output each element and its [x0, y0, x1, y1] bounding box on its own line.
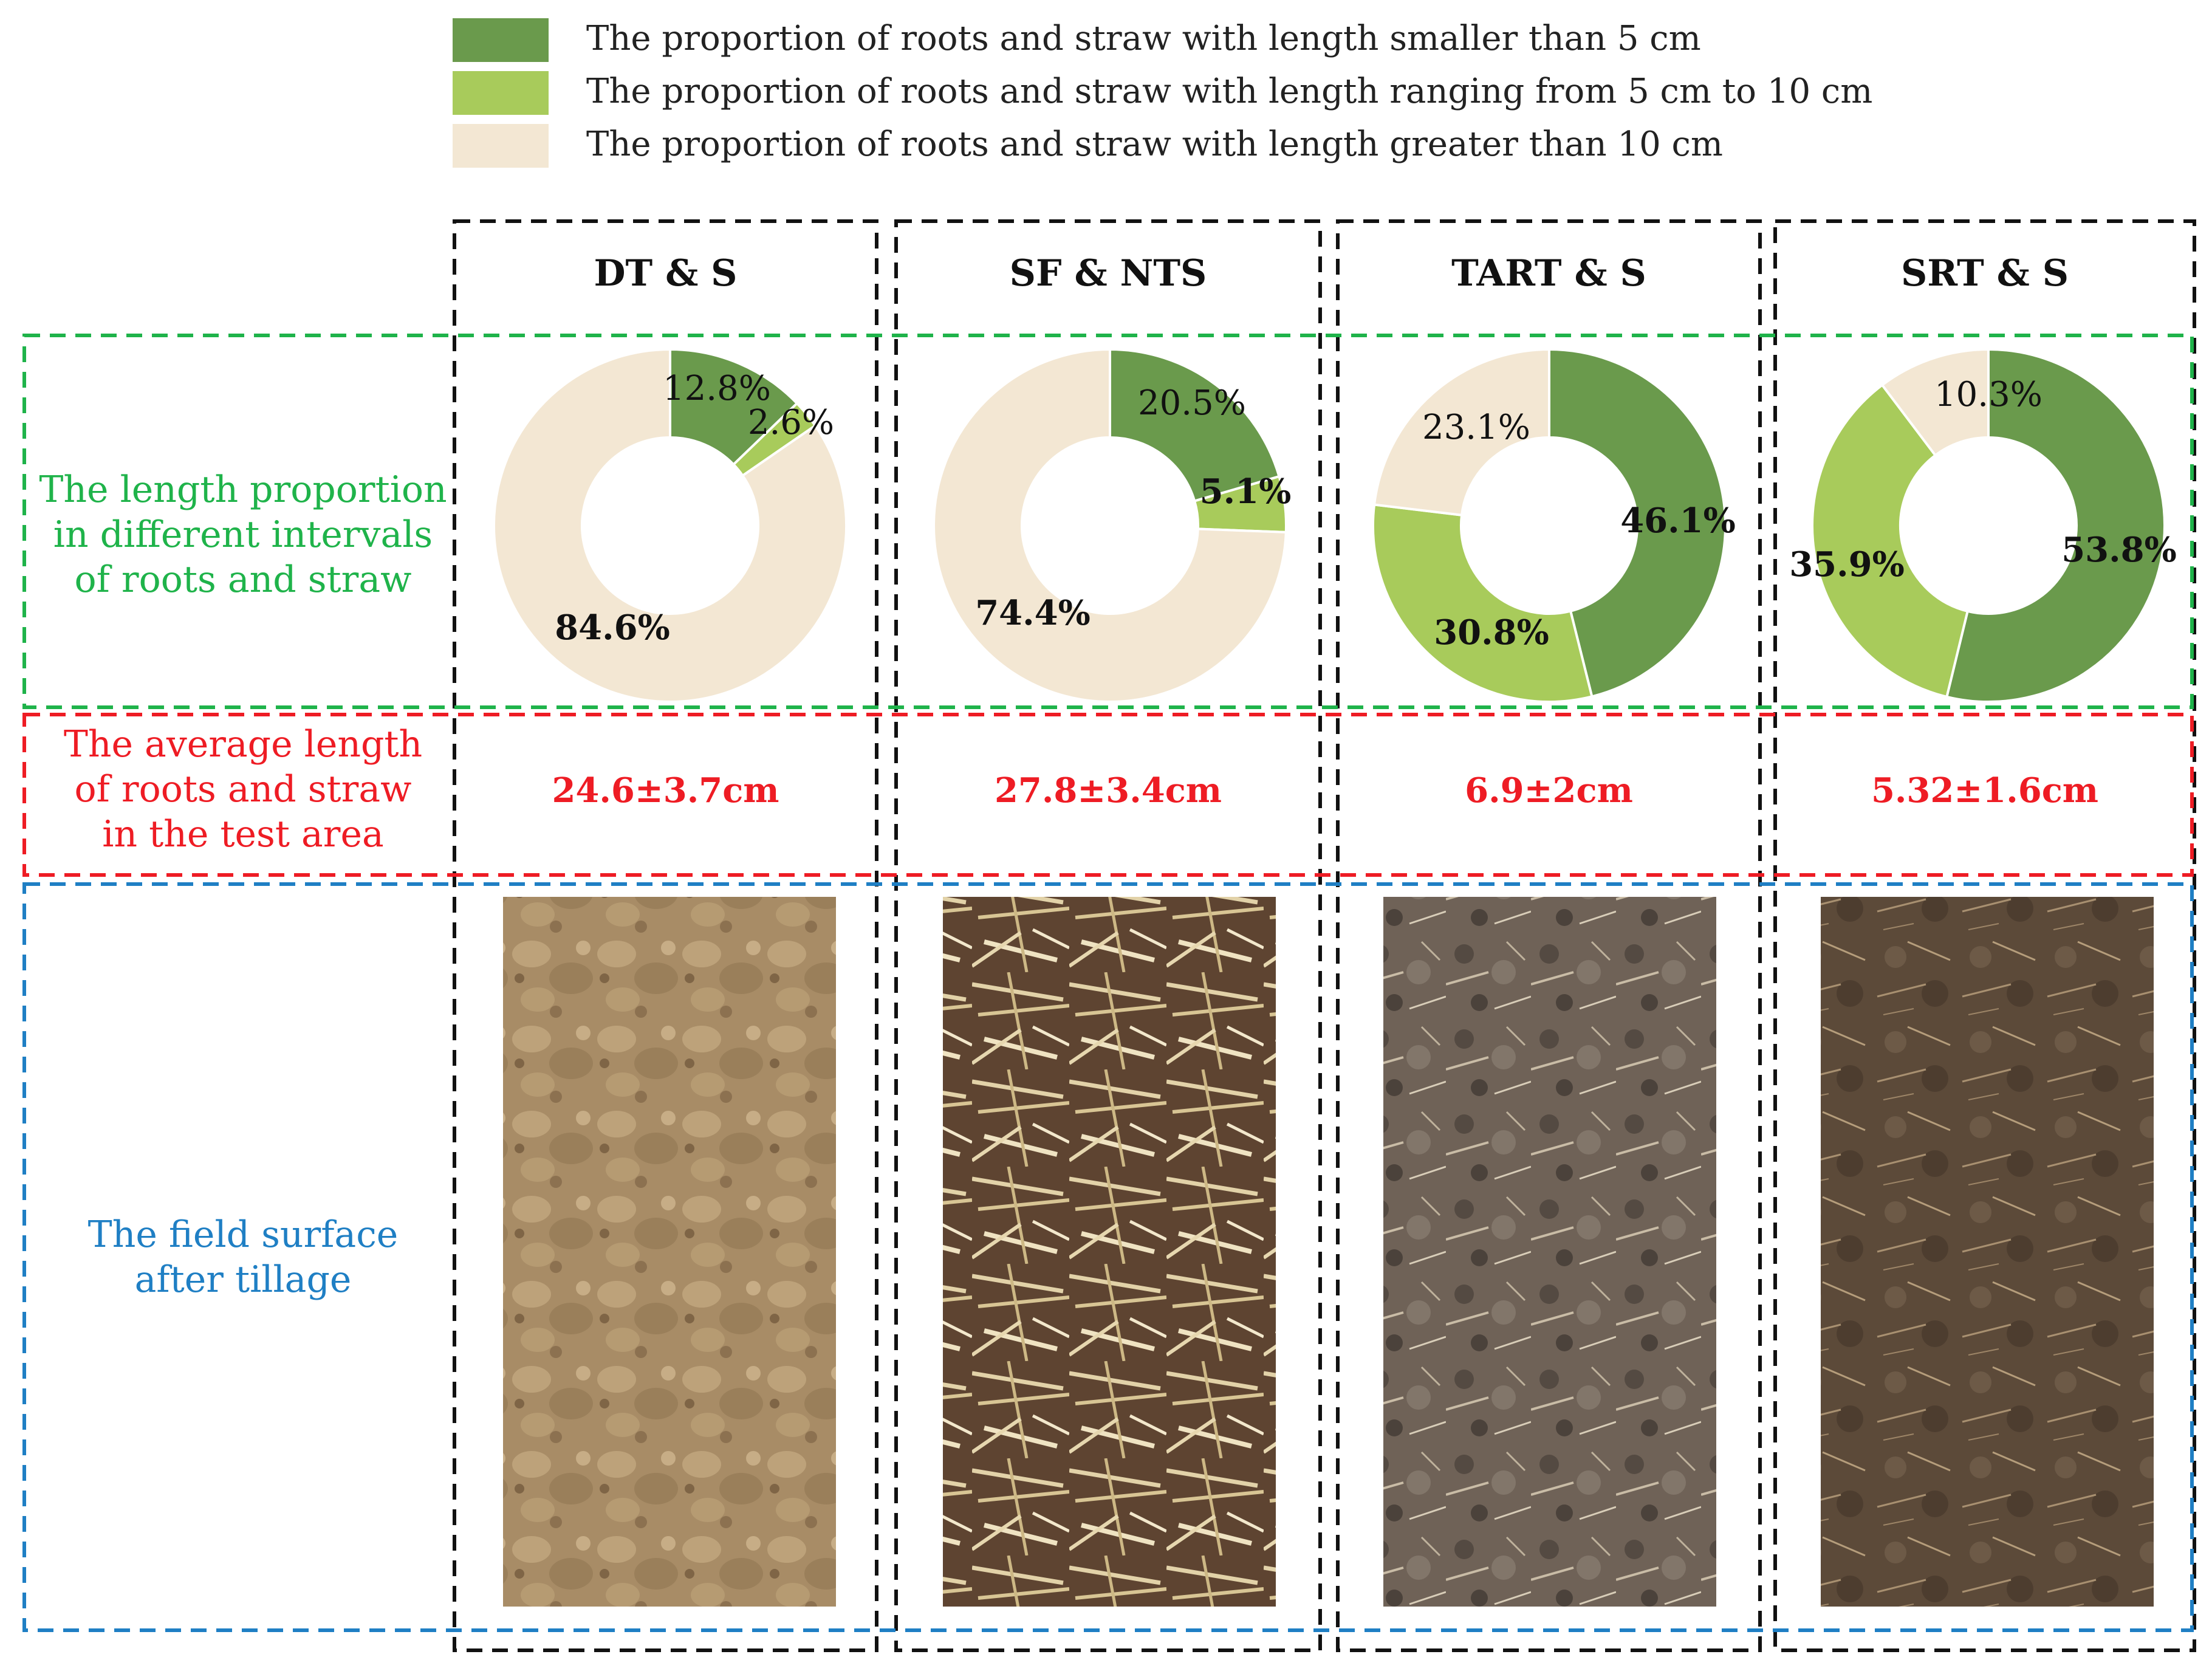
donut-slice-label: 84.6% — [555, 608, 670, 648]
average-length-value: 27.8±3.4cm — [995, 770, 1222, 811]
dark-soil-straw-photo — [1383, 897, 1716, 1607]
row-label-line: The length proportion — [39, 468, 447, 511]
average-length-value: 5.32±1.6cm — [1871, 770, 2098, 811]
column-title: SF & NTS — [1010, 252, 1207, 295]
straw-on-soil-photo — [943, 897, 1276, 1607]
legend-swatch — [453, 124, 549, 168]
donut-slice — [1548, 348, 1727, 698]
donut-slice — [1811, 383, 1970, 699]
average-length-value: 6.9±2cm — [1465, 770, 1633, 811]
field-photos — [503, 897, 2154, 1607]
mixed-soil-straw-photo — [1821, 897, 2154, 1607]
legend-label: The proportion of roots and straw with l… — [586, 125, 1723, 164]
column-frame — [1336, 219, 1762, 1652]
average-length-value: 24.6±3.7cm — [552, 770, 779, 811]
donut-slice — [1945, 348, 2166, 703]
donut-slice-label: 23.1% — [1422, 408, 1530, 447]
legend-swatch — [453, 18, 549, 62]
column-title: DT & S — [594, 252, 738, 295]
surface-row-frame — [22, 882, 2194, 1632]
row-label-line: of roots and straw — [75, 768, 412, 811]
legend-label: The proportion of roots and straw with l… — [586, 72, 1872, 111]
proportion-row-frame — [22, 334, 2194, 709]
donut-slice — [933, 348, 1287, 703]
donut-slice-label: 74.4% — [975, 593, 1091, 633]
legend-label: The proportion of roots and straw with l… — [586, 19, 1701, 58]
donut-slice — [1372, 348, 1550, 516]
column-frame — [453, 219, 878, 1652]
row-label-line: of roots and straw — [75, 558, 412, 601]
donut-slice — [1880, 348, 1990, 458]
donut-slice-label: 5.1% — [1200, 472, 1292, 512]
average-values: 24.6±3.7cm 27.8±3.4cm 6.9±2cm 5.32±1.6cm — [552, 770, 2098, 811]
row-label-line: The average length — [64, 723, 422, 766]
donut-charts: 12.8%2.6% 84.6% 20.5% 5.1% 74.4% 46.1% 30.8% 23… — [493, 348, 2177, 704]
legend-swatch — [453, 71, 549, 115]
row-label-line: after tillage — [135, 1258, 352, 1301]
row-label-line: in different intervals — [53, 513, 433, 556]
column-frames: DT & S SF & NTS TART & S SRT & S — [453, 219, 2196, 1652]
donut-slice — [1109, 348, 1281, 503]
donut-slice-label: 30.8% — [1434, 612, 1549, 653]
column-title: TART & S — [1451, 252, 1646, 295]
soil-clods-photo — [503, 897, 836, 1607]
donut-slice-label: 53.8% — [2061, 530, 2177, 570]
column-frame — [894, 219, 1322, 1652]
column-title: SRT & S — [1901, 252, 2069, 295]
average-row-frame — [22, 713, 2194, 877]
donut-slice-label: 2.6% — [748, 403, 834, 442]
row-label-line: in the test area — [102, 813, 384, 856]
donut-slice-label: 12.8% — [663, 369, 771, 408]
donut-slice — [493, 348, 847, 703]
donut-slice-label: 35.9% — [1789, 544, 1905, 585]
legend: The proportion of roots and straw with l… — [453, 18, 1872, 168]
column-frame — [1773, 219, 2196, 1652]
row-label-line: The field surface — [88, 1213, 399, 1256]
donut-slice — [669, 348, 799, 467]
donut-slice-label: 46.1% — [1620, 501, 1736, 541]
donut-slice-label: 20.5% — [1138, 383, 1246, 423]
donut-slice-label: 10.3% — [1934, 375, 2043, 414]
donut-slice — [1372, 503, 1594, 704]
